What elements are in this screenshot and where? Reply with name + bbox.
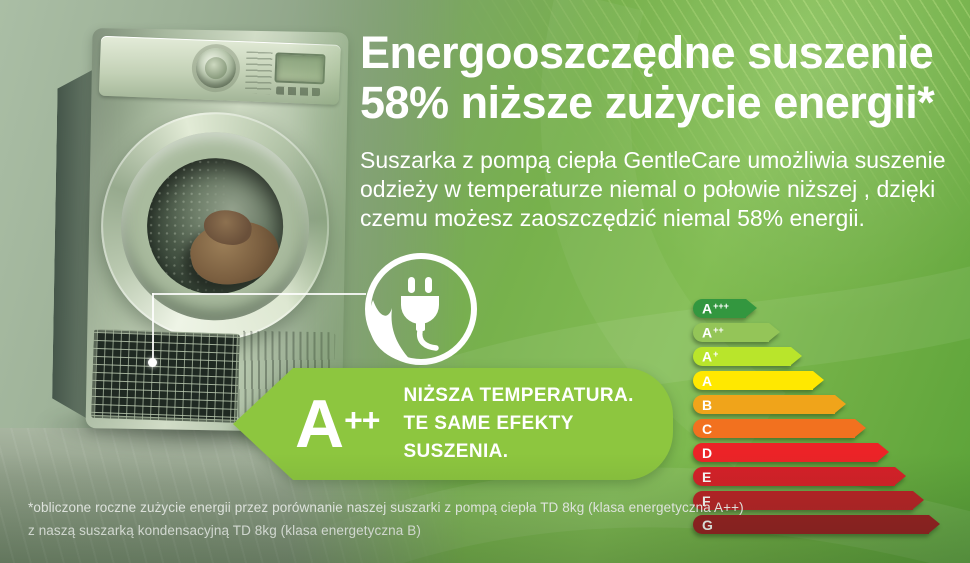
energy-bar-tip — [855, 419, 866, 437]
footnote: *obliczone roczne zużycie energii przez … — [28, 496, 744, 542]
energy-bar: A — [693, 371, 813, 390]
energy-bar: B — [693, 395, 835, 414]
energy-bar-tip — [769, 323, 780, 341]
energy-class-superscript: + — [713, 349, 719, 360]
body-line3: czemu możesz zaoszczędzić niemal 58% ene… — [360, 205, 865, 231]
dryer-photo — [0, 0, 480, 563]
energy-class-label: B — [702, 396, 713, 413]
energy-row: F — [693, 491, 924, 510]
callout-line-vertical — [152, 293, 154, 362]
energy-class-label: A++ — [702, 324, 724, 341]
energy-class-label: F — [702, 494, 711, 508]
bottom-fade — [0, 453, 970, 563]
control-buttons — [275, 86, 321, 97]
energy-class-label: A+ — [702, 348, 719, 365]
body-copy: Suszarka z pompą ciepła GentleCare umożl… — [360, 146, 960, 233]
rating-badge-tip — [233, 368, 293, 480]
headline-line2: 58% niższe zużycie energii* — [360, 77, 935, 128]
body-line2: odzieży w temperaturze niemal o połowie … — [360, 176, 936, 202]
energy-bar: A+ — [693, 347, 791, 366]
rating-text-line2: TE SAME EFEKTY SUSZENIA. — [403, 413, 574, 462]
energy-class-label: D — [702, 446, 712, 460]
energy-bar-tip — [835, 395, 846, 413]
energy-bar: D — [693, 443, 878, 462]
program-list — [244, 51, 273, 95]
headline-line1: Energooszczędne suszenie — [360, 27, 934, 78]
control-display — [274, 52, 326, 85]
energy-row: A — [693, 371, 824, 390]
energy-bar: A++ — [693, 323, 769, 342]
energy-class-superscript: +++ — [713, 301, 729, 312]
footnote-line2: z naszą suszarką kondensacyjną TD 8kg (k… — [28, 519, 744, 542]
energy-class-label: G — [702, 518, 713, 532]
energy-bar-tip — [895, 467, 906, 485]
energy-class-label: E — [702, 470, 711, 484]
rating-text-line1: NIŻSZA TEMPERATURA. — [403, 385, 634, 406]
energy-row: D — [693, 443, 889, 462]
energy-row: G — [693, 515, 940, 534]
energy-bar-tip — [878, 443, 889, 461]
energy-row: E — [693, 467, 906, 486]
energy-row: C — [693, 419, 866, 438]
machine-door — [99, 110, 332, 343]
energy-row: A+ — [693, 347, 802, 366]
energy-row: B — [693, 395, 846, 414]
energy-row: A++ — [693, 323, 780, 342]
energy-bar: F — [693, 491, 913, 510]
energy-efficiency-scale: A+++ A++ A+ ABCDEFG — [693, 299, 940, 539]
energy-bar-tip — [791, 347, 802, 365]
background-hatch-lines — [460, 0, 970, 220]
energy-bar: C — [693, 419, 855, 438]
control-panel — [98, 35, 341, 105]
energy-bar-tip — [813, 371, 824, 389]
energy-row: A+++ — [693, 299, 757, 318]
energy-bar: A+++ — [693, 299, 746, 318]
heat-pump-grille — [90, 328, 241, 423]
energy-class-label: A — [702, 372, 713, 389]
energy-bar: E — [693, 467, 895, 486]
callout-dot — [148, 358, 157, 367]
rating-value: A ++ — [295, 386, 380, 462]
energy-class-label: C — [702, 420, 713, 437]
program-knob — [195, 47, 237, 89]
rating-badge-text: NIŻSZA TEMPERATURA. TE SAME EFEKTY SUSZE… — [403, 382, 673, 466]
footnote-line1: *obliczone roczne zużycie energii przez … — [28, 496, 744, 519]
energy-bar-tip — [929, 515, 940, 533]
body-line1: Suszarka z pompą ciepła GentleCare umożl… — [360, 147, 946, 173]
energy-bar-tip — [913, 491, 924, 509]
energy-class-superscript: ++ — [713, 325, 724, 336]
energy-bar: G — [693, 515, 929, 534]
rating-letter: A — [295, 386, 345, 462]
rating-badge-body: A ++ NIŻSZA TEMPERATURA. TE SAME EFEKTY S… — [293, 368, 673, 480]
energy-plug-leaf-icon — [358, 248, 482, 372]
energy-bar-tip — [746, 299, 757, 317]
callout-line-horizontal — [152, 293, 366, 295]
energy-class-label: A+++ — [702, 300, 729, 317]
headline: Energooszczędne suszenie 58% niższe zuży… — [360, 28, 960, 128]
rating-superscript: ++ — [344, 402, 380, 438]
